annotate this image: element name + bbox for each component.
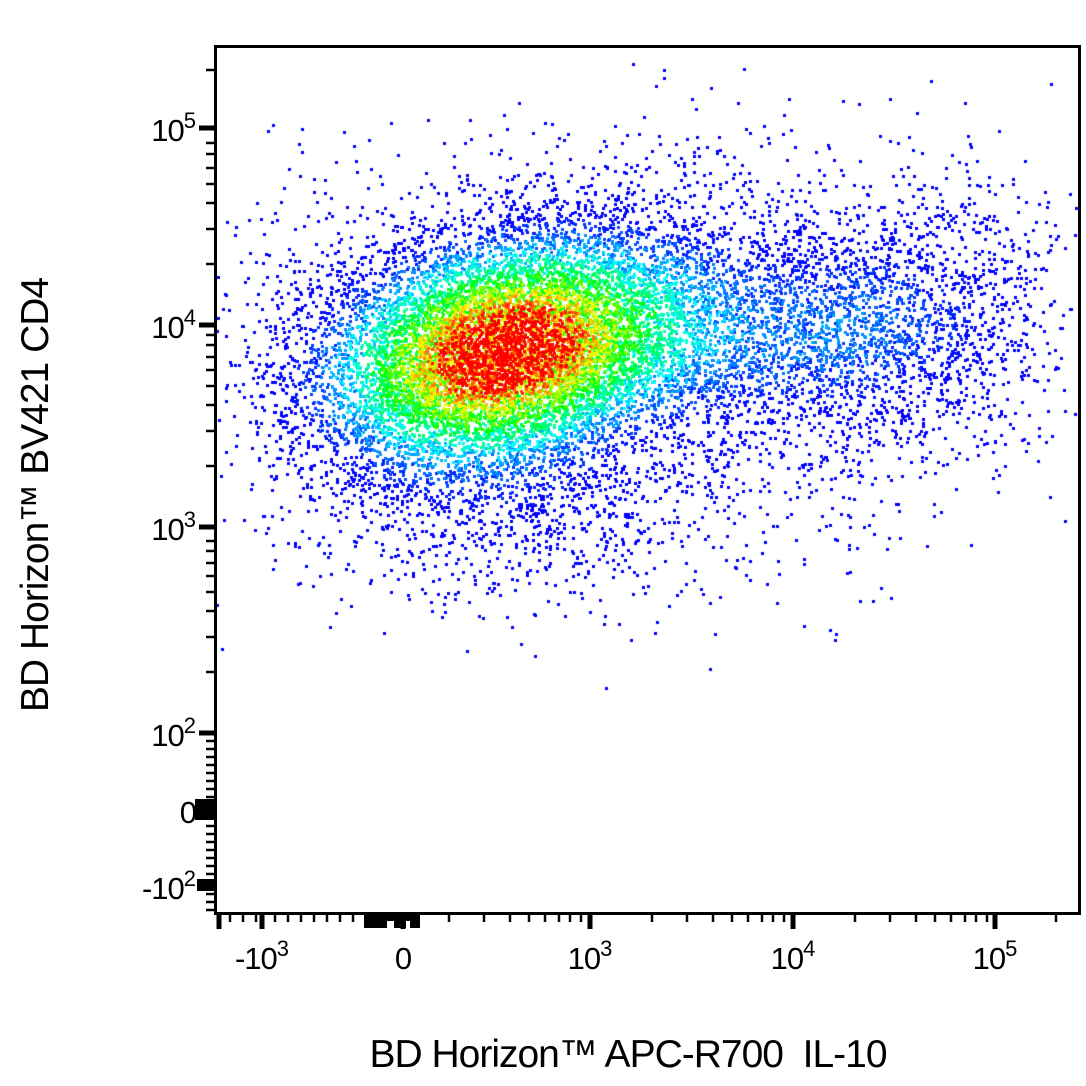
x-tick-label: 0 xyxy=(394,941,412,976)
y-tick-label: -102 xyxy=(141,866,196,906)
y-tick-label: 103 xyxy=(151,507,196,547)
x-axis-title: BD Horizon™ APC-R700 IL-10 xyxy=(369,1033,887,1076)
y-tick-label: 104 xyxy=(151,305,196,345)
x-tick-label: 104 xyxy=(770,936,816,976)
plot-area xyxy=(214,45,1081,915)
y-tick-label: 102 xyxy=(151,713,196,753)
y-tick-label: 105 xyxy=(151,108,196,148)
y-axis-title: BD Horizon™ BV421 CD4 xyxy=(14,277,57,713)
x-tick-label: 105 xyxy=(972,936,1018,976)
density-dot-plot-canvas xyxy=(217,48,1078,912)
y-tick-label: 0 xyxy=(179,795,197,830)
x-tick-label: -103 xyxy=(234,936,290,976)
x-tick-label: 103 xyxy=(567,936,613,976)
